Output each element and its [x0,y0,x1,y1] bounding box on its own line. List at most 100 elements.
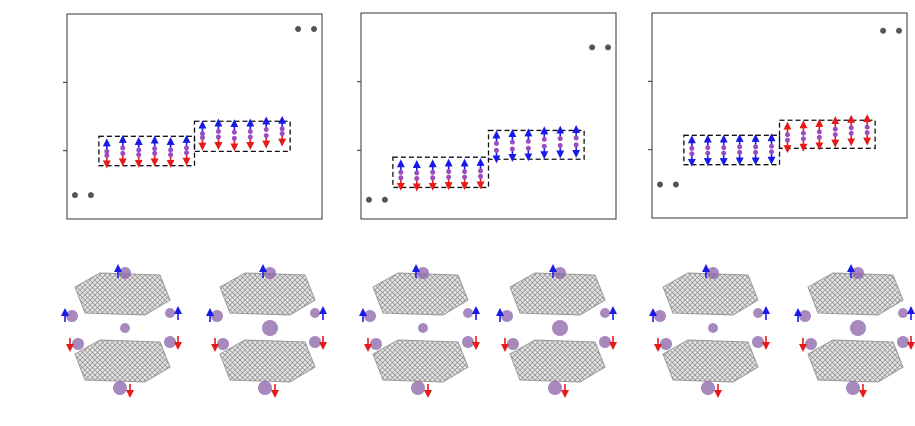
point [396,175,405,191]
dot [87,192,94,199]
point [365,196,372,203]
point [460,158,469,175]
nanoflake [74,339,171,383]
dot [816,134,822,140]
dot [430,175,436,181]
atom [600,308,610,318]
point [672,181,679,188]
nanoflake [219,339,316,383]
dot [721,150,727,156]
point [295,26,302,33]
point [182,134,191,151]
atom [120,323,130,333]
dot [848,130,854,136]
highlight-box [392,156,490,189]
point [831,116,840,132]
nanoflake [74,272,171,316]
nanoflake [372,339,469,383]
atom [850,320,866,336]
dot [525,145,531,151]
dot [478,173,484,179]
point [214,118,223,135]
point [87,192,94,199]
atom [462,336,474,348]
point [703,150,712,167]
point [508,146,517,162]
point [896,27,903,34]
dot [462,174,468,180]
atom [701,381,715,395]
point [524,128,533,144]
point [198,120,207,137]
point [847,114,856,131]
atom [72,338,84,350]
dot [311,26,318,33]
dot [430,169,436,175]
atom [418,323,428,333]
atom [501,310,513,322]
point [815,134,824,151]
dot [462,169,468,175]
point [262,133,271,149]
dot [247,129,253,135]
point [540,126,549,142]
atom [364,310,376,322]
atom [507,338,519,350]
point [508,129,517,145]
point [230,135,239,152]
dot [605,44,612,51]
highlight-box [487,129,585,160]
atom [119,267,131,279]
dot [769,149,775,155]
point [71,192,78,199]
point [815,118,824,135]
point [751,149,760,166]
dot [784,132,790,138]
dot [493,147,499,153]
point [118,150,127,167]
atom [463,308,473,318]
atom [258,381,272,395]
atom [66,310,78,322]
point [572,124,581,141]
nanoflake [509,272,606,316]
point [134,152,143,168]
atom [411,381,425,395]
point [246,134,255,150]
dot [557,136,563,142]
dot [215,134,221,140]
point [524,145,533,162]
dot [848,125,854,131]
dot [705,145,711,151]
point [831,132,840,148]
point [589,44,596,51]
point [278,115,287,132]
dot [247,134,253,140]
point [150,150,159,167]
atom [310,308,320,318]
point [428,175,437,191]
point [540,143,549,160]
dot [199,131,205,137]
highlight-box [683,134,781,166]
dot [168,147,174,153]
dot [573,135,579,141]
point [150,135,159,152]
atom [262,320,278,336]
atom [217,338,229,350]
point [412,175,421,192]
dot [784,137,790,143]
dot [279,131,285,137]
point [444,174,453,191]
dot [541,136,547,142]
dot [199,135,205,141]
point [687,135,696,151]
atom [898,308,908,318]
point [767,133,776,149]
point [863,114,872,130]
dot [184,150,190,156]
atom [370,338,382,350]
atom [799,310,811,322]
point [476,173,485,190]
point [847,130,856,147]
